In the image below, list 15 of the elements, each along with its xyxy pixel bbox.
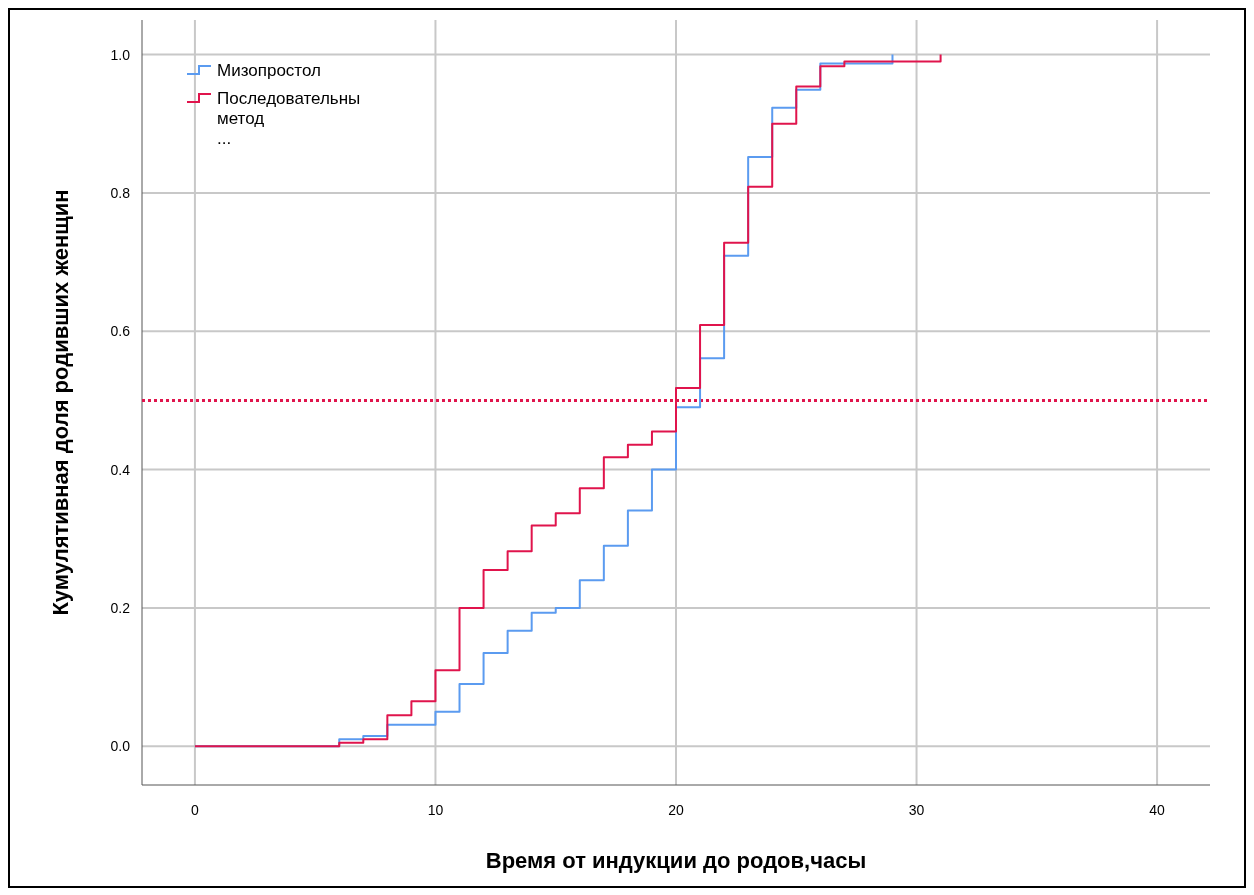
x-tick-label: 40 <box>1149 802 1166 818</box>
legend-label: Мизопростол <box>217 61 321 80</box>
y-tick-label: 0.4 <box>110 461 131 478</box>
x-axis-title: Время от индукции до родов,часы <box>485 848 867 873</box>
legend-label: Последовательны метод ... <box>217 89 361 148</box>
x-tick-label: 0 <box>191 802 200 818</box>
y-tick-label: 1.0 <box>110 46 131 63</box>
y-tick-label: 0.8 <box>110 184 131 201</box>
x-tick-label: 30 <box>908 802 925 818</box>
x-tick-label: 20 <box>668 802 684 818</box>
y-tick-label: 0.6 <box>110 323 131 340</box>
x-tick-label: 10 <box>427 802 444 818</box>
y-tick-label: 0.0 <box>110 738 131 755</box>
y-axis-title: Кумулятивная доля родивших женщин <box>48 189 73 616</box>
y-tick-label: 0.2 <box>110 599 131 616</box>
